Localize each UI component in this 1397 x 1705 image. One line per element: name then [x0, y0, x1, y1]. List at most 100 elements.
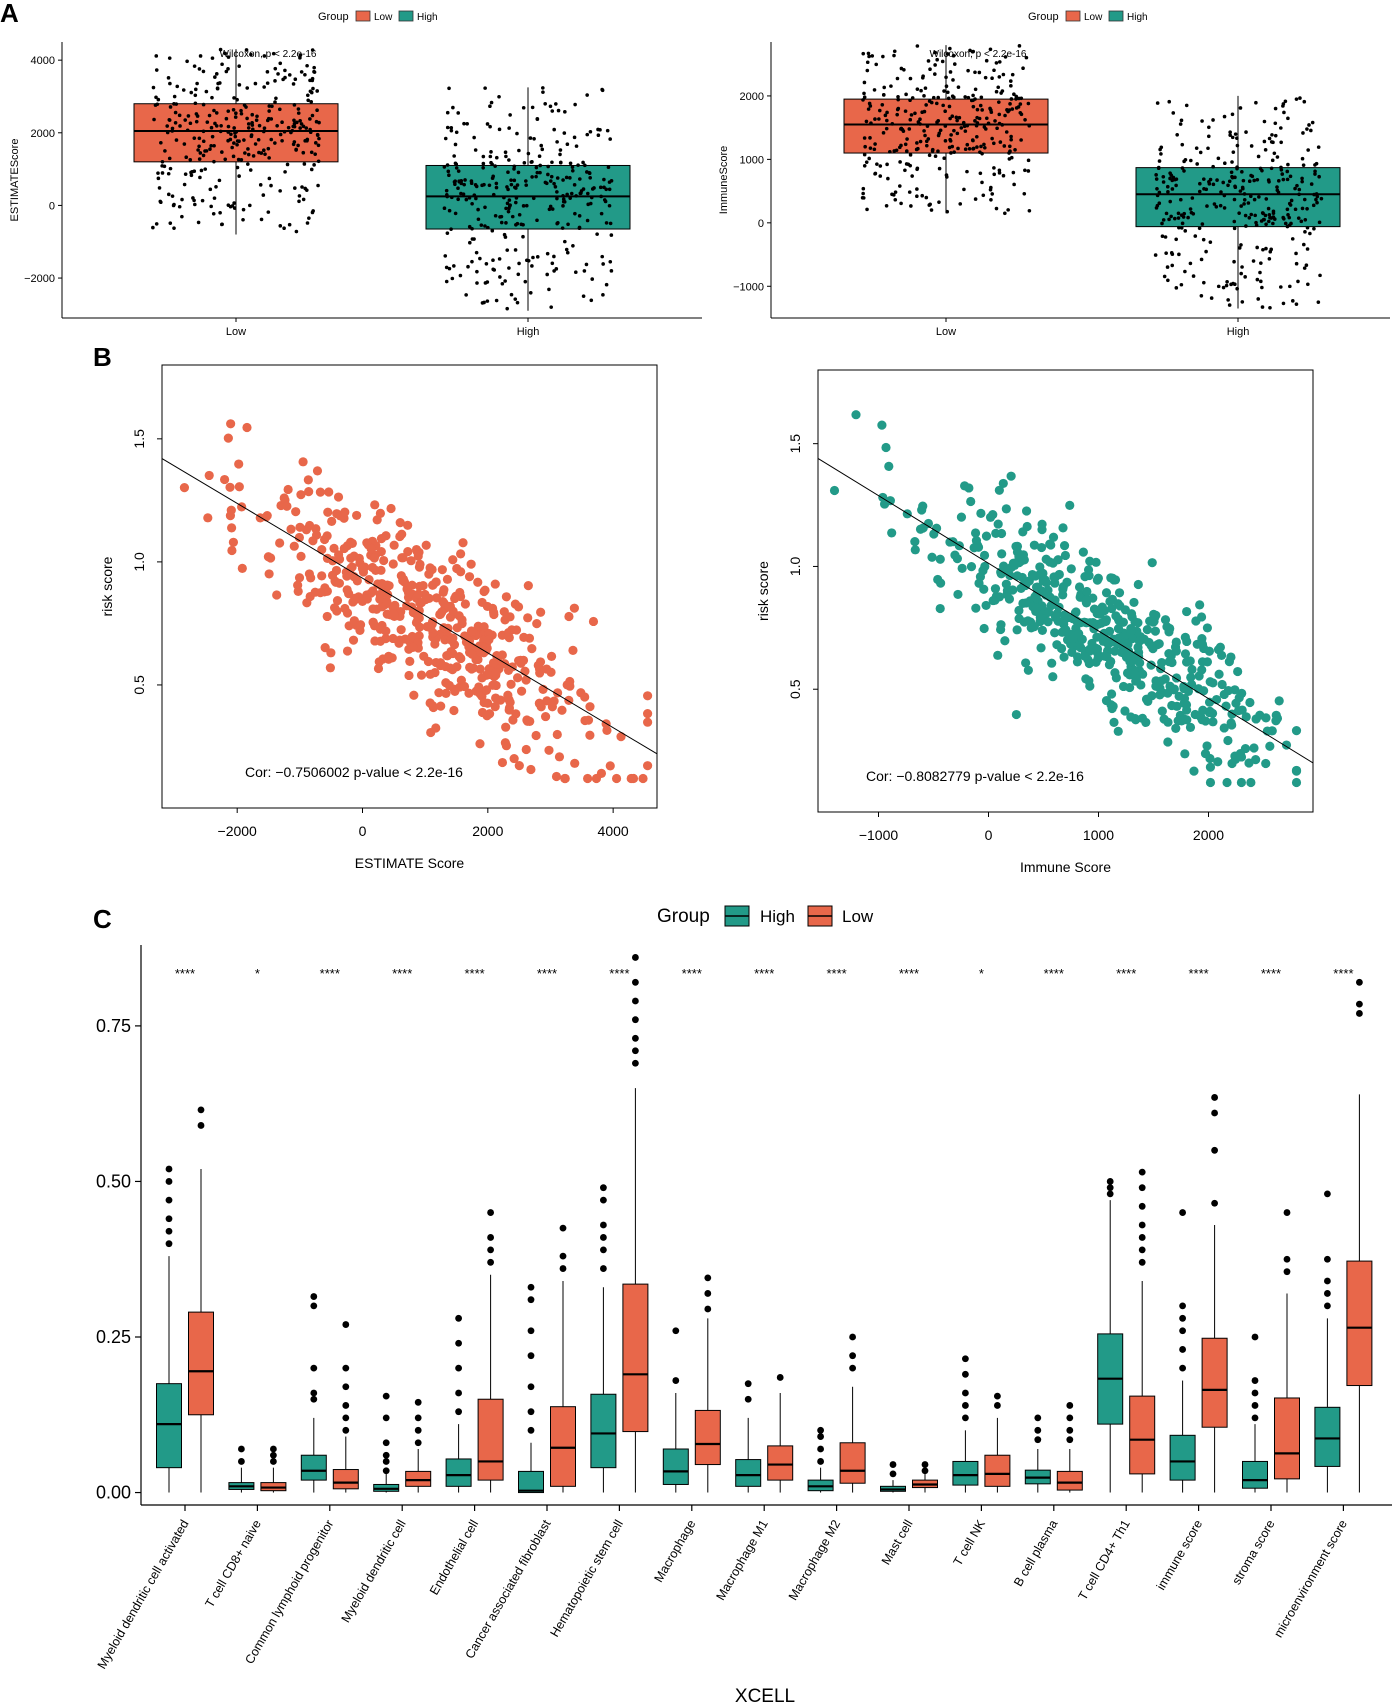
box-low-outlier: [414, 1426, 422, 1434]
jitter-point: [173, 110, 178, 115]
jitter-point: [218, 129, 223, 134]
scatter-point: [1223, 735, 1233, 746]
jitter-point: [895, 76, 900, 81]
jitter-point: [287, 73, 292, 77]
scatter-point: [382, 597, 392, 607]
jitter-point: [1154, 177, 1159, 181]
jitter-point: [524, 183, 529, 187]
scatter-point: [1226, 652, 1236, 662]
scatter-point: [452, 623, 462, 633]
jitter-point: [1209, 296, 1214, 300]
jitter-point: [241, 207, 246, 212]
box-high-outlier: [1034, 1436, 1042, 1444]
scatter-point: [1180, 632, 1190, 642]
jitter-point: [608, 221, 613, 226]
jitter-point: [598, 128, 602, 132]
jitter-point: [1024, 55, 1029, 60]
box-high-outlier: [527, 1283, 535, 1291]
jitter-point: [1244, 224, 1248, 228]
jitter-point: [1260, 211, 1265, 215]
scatter-point: [1205, 677, 1215, 687]
jitter-point: [445, 110, 450, 115]
jitter-point: [973, 197, 978, 201]
jitter-point: [1159, 152, 1163, 156]
scatter-point: [1092, 575, 1102, 585]
jitter-point: [1216, 284, 1221, 289]
jitter-point: [1297, 192, 1301, 197]
scatter-point: [1059, 541, 1070, 551]
box-low-outlier: [342, 1426, 350, 1434]
jitter-point: [1186, 215, 1190, 220]
scatter-point: [1205, 753, 1215, 764]
jitter-point: [488, 124, 492, 129]
scatter-point: [484, 635, 494, 645]
jitter-point: [1255, 277, 1260, 282]
jitter-point: [517, 212, 522, 217]
jitter-point: [235, 139, 240, 143]
significance-label: ****: [682, 966, 702, 981]
jitter-point: [296, 111, 301, 115]
jitter-point: [901, 129, 906, 133]
scatter-point: [565, 676, 575, 687]
scatter-point: [504, 695, 514, 705]
x-tick-label: 2000: [1193, 827, 1224, 843]
jitter-point: [918, 117, 922, 122]
jitter-point: [874, 62, 879, 67]
scatter-point: [364, 575, 374, 585]
scatter-point: [226, 419, 236, 429]
scatter-point: [1166, 651, 1176, 661]
jitter-point: [1003, 211, 1007, 216]
jitter-point: [1237, 211, 1241, 215]
scatter-point: [544, 745, 554, 755]
x-tick-label: −2000: [218, 823, 258, 839]
jitter-point: [237, 174, 241, 178]
jitter-point: [997, 60, 1002, 64]
chart-estimate-score-boxplot: Group Low High400020000−2000ESTIMATEScoreW…: [9, 10, 702, 338]
box-low-box: [405, 1470, 432, 1487]
jitter-point: [485, 122, 490, 126]
jitter-point: [278, 189, 282, 193]
jitter-point: [892, 49, 897, 54]
y-tick-label: 0.00: [96, 1483, 131, 1503]
box-low-box: [550, 1406, 576, 1487]
jitter-point: [255, 114, 259, 119]
scatter-point: [1186, 672, 1196, 682]
jitter-point: [530, 105, 535, 110]
jitter-point: [896, 94, 900, 99]
jitter-point: [936, 149, 940, 153]
jitter-point: [454, 130, 459, 135]
jitter-point: [942, 156, 947, 160]
jitter-point: [940, 59, 945, 64]
scatter-point: [1016, 583, 1026, 594]
scatter-point: [1202, 623, 1213, 633]
scatter-point: [340, 507, 350, 517]
jitter-point: [543, 101, 547, 106]
jitter-point: [168, 166, 173, 171]
x-axis-title: ESTIMATE Score: [355, 855, 465, 871]
jitter-point: [555, 190, 559, 194]
scatter-point: [317, 545, 327, 555]
jitter-point: [1317, 220, 1322, 225]
jitter-point: [926, 137, 931, 141]
jitter-point: [1009, 137, 1013, 142]
jitter-point: [1275, 185, 1279, 189]
jitter-point: [954, 115, 959, 120]
jitter-point: [278, 107, 282, 112]
y-tick-label: 1.5: [787, 434, 803, 454]
jitter-point: [1206, 146, 1210, 151]
jitter-point: [1198, 150, 1203, 155]
regression-line: [161, 458, 658, 755]
jitter-point: [933, 50, 938, 55]
box-high-outlier: [889, 1470, 897, 1478]
significance-label: *: [255, 966, 260, 981]
jitter-point: [491, 258, 495, 262]
jitter-point: [239, 158, 244, 162]
box-low-outlier: [632, 1047, 639, 1055]
box-high-outlier: [165, 1178, 173, 1185]
jitter-point: [1019, 138, 1023, 142]
jitter-point: [861, 51, 866, 56]
jitter-point: [1155, 186, 1159, 191]
jitter-point: [476, 207, 480, 212]
scatter-point: [482, 711, 492, 721]
scatter-point: [286, 524, 296, 534]
